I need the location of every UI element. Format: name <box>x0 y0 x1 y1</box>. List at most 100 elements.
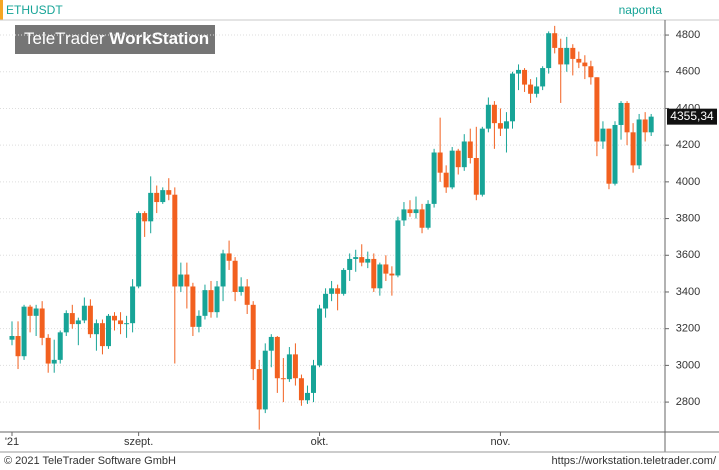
candle-body <box>298 378 304 401</box>
y-tick-label: 3200 <box>676 323 700 335</box>
watermark-bold: WorkStation <box>109 29 209 48</box>
x-tick-label: '21 <box>5 436 19 448</box>
candle-body <box>136 213 142 287</box>
candle-body <box>51 359 57 364</box>
candle-body <box>178 274 184 287</box>
candle-body <box>401 209 407 221</box>
candles <box>9 25 654 430</box>
candle-body <box>377 264 383 289</box>
candle-body <box>612 124 618 184</box>
candle-body <box>232 260 238 292</box>
x-tick-label: okt. <box>311 436 329 448</box>
candle-body <box>311 365 316 393</box>
candle-body <box>383 264 389 274</box>
candle-body <box>105 315 111 347</box>
candle-body <box>27 306 33 316</box>
candle-body <box>546 33 552 69</box>
footer-right: https://workstation.teletrader.com/ <box>552 455 717 467</box>
candle-body <box>99 323 105 347</box>
candle-body <box>262 350 268 410</box>
interval: naponta <box>619 3 663 17</box>
y-tick-label: 3800 <box>676 212 700 224</box>
candle-body <box>570 47 576 59</box>
candle-body <box>588 66 594 78</box>
candle-body <box>274 336 280 379</box>
candle-body <box>407 209 413 214</box>
candle-body <box>389 273 395 276</box>
candle-body <box>455 150 461 168</box>
candle-body <box>304 392 310 401</box>
y-tick-label: 4600 <box>676 66 700 78</box>
candle-body <box>540 68 546 87</box>
candle-body <box>413 209 419 214</box>
candle-body <box>69 313 75 325</box>
candle-body <box>461 141 467 168</box>
candle-body <box>172 194 178 287</box>
candle-body <box>516 69 522 74</box>
candle-body <box>244 286 250 305</box>
candle-body <box>214 286 220 313</box>
candle-body <box>329 288 335 294</box>
candle-body <box>238 286 244 292</box>
candle-body <box>323 293 329 309</box>
candle-body <box>268 336 274 351</box>
last-price-box <box>667 108 717 125</box>
candle-body <box>142 213 148 222</box>
candle-body <box>491 104 497 124</box>
y-tick-label: 3600 <box>676 249 700 261</box>
last-price-label: 4355,34 <box>670 109 714 123</box>
candle-body <box>208 290 214 313</box>
x-tick-label: nov. <box>490 436 510 448</box>
candle-body <box>190 286 196 327</box>
candle-body <box>202 290 208 316</box>
candle-body <box>467 141 473 159</box>
candle-body <box>75 320 81 325</box>
axis: 2800300032003400360038004000420044004600… <box>5 29 717 448</box>
candle-body <box>528 84 534 94</box>
candle-body <box>636 119 642 166</box>
candle-body <box>184 274 190 287</box>
candle-body <box>196 315 202 327</box>
candle-body <box>449 150 455 188</box>
y-tick-label: 4000 <box>676 176 700 188</box>
candle-body <box>57 332 63 360</box>
candle-body <box>226 253 232 261</box>
candle-body <box>576 58 582 63</box>
candle-body <box>642 119 648 133</box>
candle-body <box>15 336 21 357</box>
candle-body <box>93 323 99 335</box>
y-tick-label: 3400 <box>676 286 700 298</box>
candle-body <box>497 123 503 129</box>
candle-body <box>618 102 624 125</box>
candle-body <box>473 158 479 195</box>
candle-body <box>250 304 256 370</box>
candle-body <box>509 73 515 122</box>
candle-body <box>160 190 166 203</box>
candle-body <box>395 220 401 276</box>
candle-body <box>87 305 93 335</box>
candle-body <box>503 121 509 129</box>
candle-body <box>371 258 377 289</box>
candle-body <box>166 190 172 195</box>
footer-left: © 2021 TeleTrader Software GmbH <box>4 455 176 467</box>
candle-body <box>624 102 630 133</box>
candle-body <box>564 47 570 65</box>
candle-body <box>112 315 118 321</box>
candle-body <box>582 62 588 67</box>
candle-body <box>606 128 612 184</box>
corner-marker <box>0 0 3 20</box>
candle-body <box>534 86 540 94</box>
candle-body <box>256 369 262 410</box>
x-tick-label: szept. <box>124 436 153 448</box>
candle-body <box>353 257 359 259</box>
y-tick-label: 4200 <box>676 139 700 151</box>
watermark-light: TeleTrader <box>24 29 105 48</box>
candle-body <box>431 152 437 204</box>
y-tick-label: 2800 <box>676 396 700 408</box>
candle-body <box>600 128 606 142</box>
candle-body <box>341 269 347 294</box>
candle-body <box>21 306 27 357</box>
candle-body <box>39 308 45 338</box>
